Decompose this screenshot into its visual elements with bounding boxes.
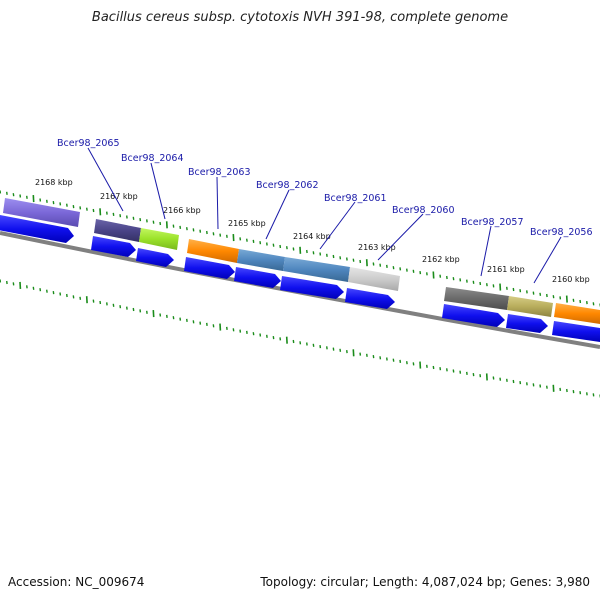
kbp-label: 2168 kbp [35,178,73,187]
cds-arrow [345,288,395,309]
feature-steel-blue-1 [237,249,285,271]
cds-arrow [0,215,74,243]
cds-track [0,215,600,342]
kbp-label: 2161 kbp [487,265,525,274]
kbp-labels: 2168 kbp 2167 kbp 2166 kbp 2165 kbp 2164… [35,178,590,284]
genome-summary-text: Topology: circular; Length: 4,087,024 bp… [260,575,590,589]
gene-label[interactable]: Bcer98_2056 [530,227,593,238]
gene-label[interactable]: Bcer98_2061 [324,193,387,204]
gene-labels: Bcer98_2065 Bcer98_2064 Bcer98_2063 Bcer… [57,138,593,238]
accession-text: Accession: NC_009674 [8,575,145,589]
gene-label[interactable]: Bcer98_2060 [392,205,455,216]
cds-arrow [552,321,600,342]
cds-arrow [91,236,136,257]
kbp-label: 2166 kbp [163,206,201,215]
kbp-label: 2160 kbp [552,275,590,284]
feature-track [3,198,600,324]
map-title: Bacillus cereus subsp. cytotoxis NVH 391… [91,10,509,25]
kbp-label: 2163 kbp [358,243,396,252]
cds-arrow [234,267,281,288]
gene-label[interactable]: Bcer98_2063 [188,167,251,178]
feature-orange-2 [554,303,600,324]
feature-dark-gray [444,287,509,310]
feature-orange [187,239,239,263]
feature-dark-purple [94,219,141,242]
gene-label[interactable]: Bcer98_2062 [256,180,319,191]
feature-olive [507,296,553,317]
gene-label[interactable]: Bcer98_2064 [121,153,184,164]
kbp-label: 2165 kbp [228,219,266,228]
gene-label[interactable]: Bcer98_2065 [57,138,120,149]
outer-tick-ring [0,190,600,307]
cds-arrow [506,314,548,333]
feature-lime [139,228,179,250]
gene-leader-lines [87,147,562,284]
kbp-label: 2164 kbp [293,232,331,241]
feature-steel-blue-2 [283,257,350,282]
inner-tick-ring [0,279,600,398]
kbp-label: 2167 kbp [100,192,138,201]
feature-light-gray [348,267,400,291]
cds-arrow [442,304,505,327]
gene-label[interactable]: Bcer98_2057 [461,217,524,228]
kbp-label: 2162 kbp [422,255,460,264]
cds-arrow [280,276,344,299]
cds-arrow [184,257,235,279]
cds-arrow [136,248,174,267]
feature-purple [3,198,80,227]
